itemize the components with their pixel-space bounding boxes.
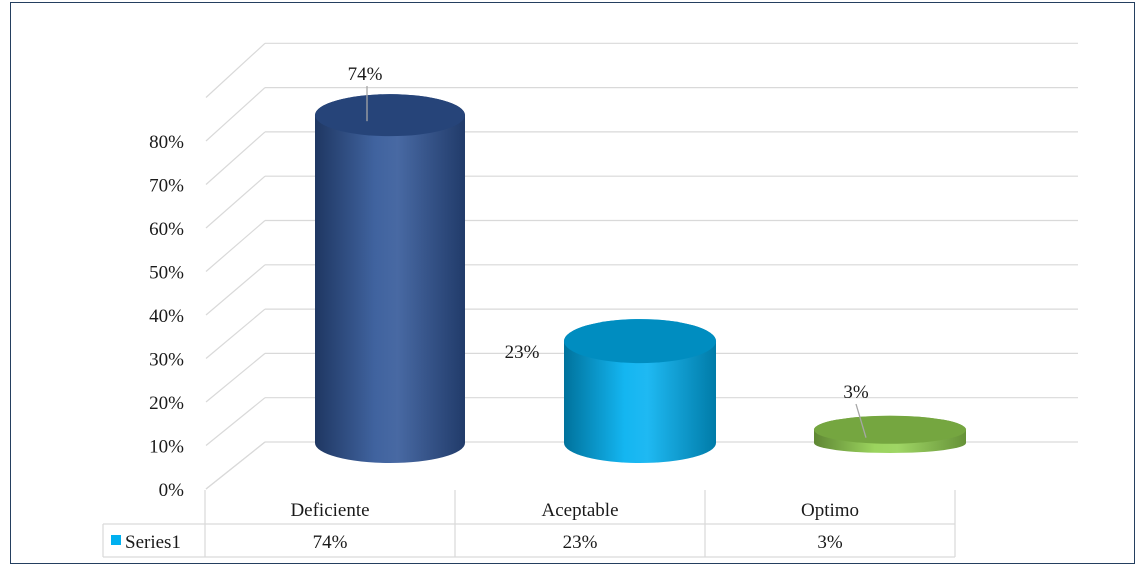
floor-edge — [206, 442, 265, 489]
y-tick-label: 0% — [159, 480, 185, 501]
data-label: 74% — [348, 64, 383, 85]
gridline-side — [206, 221, 265, 272]
table-value: 74% — [313, 532, 348, 553]
gridline-side — [206, 176, 265, 228]
x-category-label: Aceptable — [541, 500, 618, 521]
table-value: 23% — [563, 532, 598, 553]
y-tick-label: 80% — [149, 132, 184, 153]
series-name: Series1 — [125, 532, 181, 553]
x-category-label: Optimo — [801, 500, 859, 521]
gridline-side — [206, 353, 265, 402]
bar-top — [315, 94, 465, 136]
data-label: 3% — [843, 382, 869, 403]
bar-aceptable — [564, 319, 716, 463]
x-category-label: Deficiente — [290, 500, 369, 521]
y-tick-label: 70% — [149, 176, 184, 197]
bar-deficiente — [315, 94, 465, 463]
bar-top — [814, 416, 966, 444]
gridline-side — [206, 265, 265, 315]
data-label: 23% — [505, 342, 540, 363]
gridline-side — [206, 43, 265, 97]
y-tick-label: 50% — [149, 263, 184, 284]
bar-body — [315, 94, 465, 463]
y-tick-label: 20% — [149, 393, 184, 414]
gridline-side — [206, 309, 265, 358]
data-table: Deficiente 74% Aceptable 23% Optimo 3% Series1 — [103, 490, 955, 557]
gridline-side — [206, 88, 265, 141]
table-value: 3% — [817, 532, 843, 553]
y-tick-label: 10% — [149, 437, 184, 458]
y-tick-label: 40% — [149, 306, 184, 327]
bar-optimo — [814, 416, 966, 453]
gridline-side — [206, 132, 265, 185]
gridline-side — [206, 398, 265, 446]
bar-top — [564, 319, 716, 363]
legend-key — [111, 535, 121, 545]
y-tick-label: 30% — [149, 350, 184, 371]
y-tick-label: 60% — [149, 219, 184, 240]
